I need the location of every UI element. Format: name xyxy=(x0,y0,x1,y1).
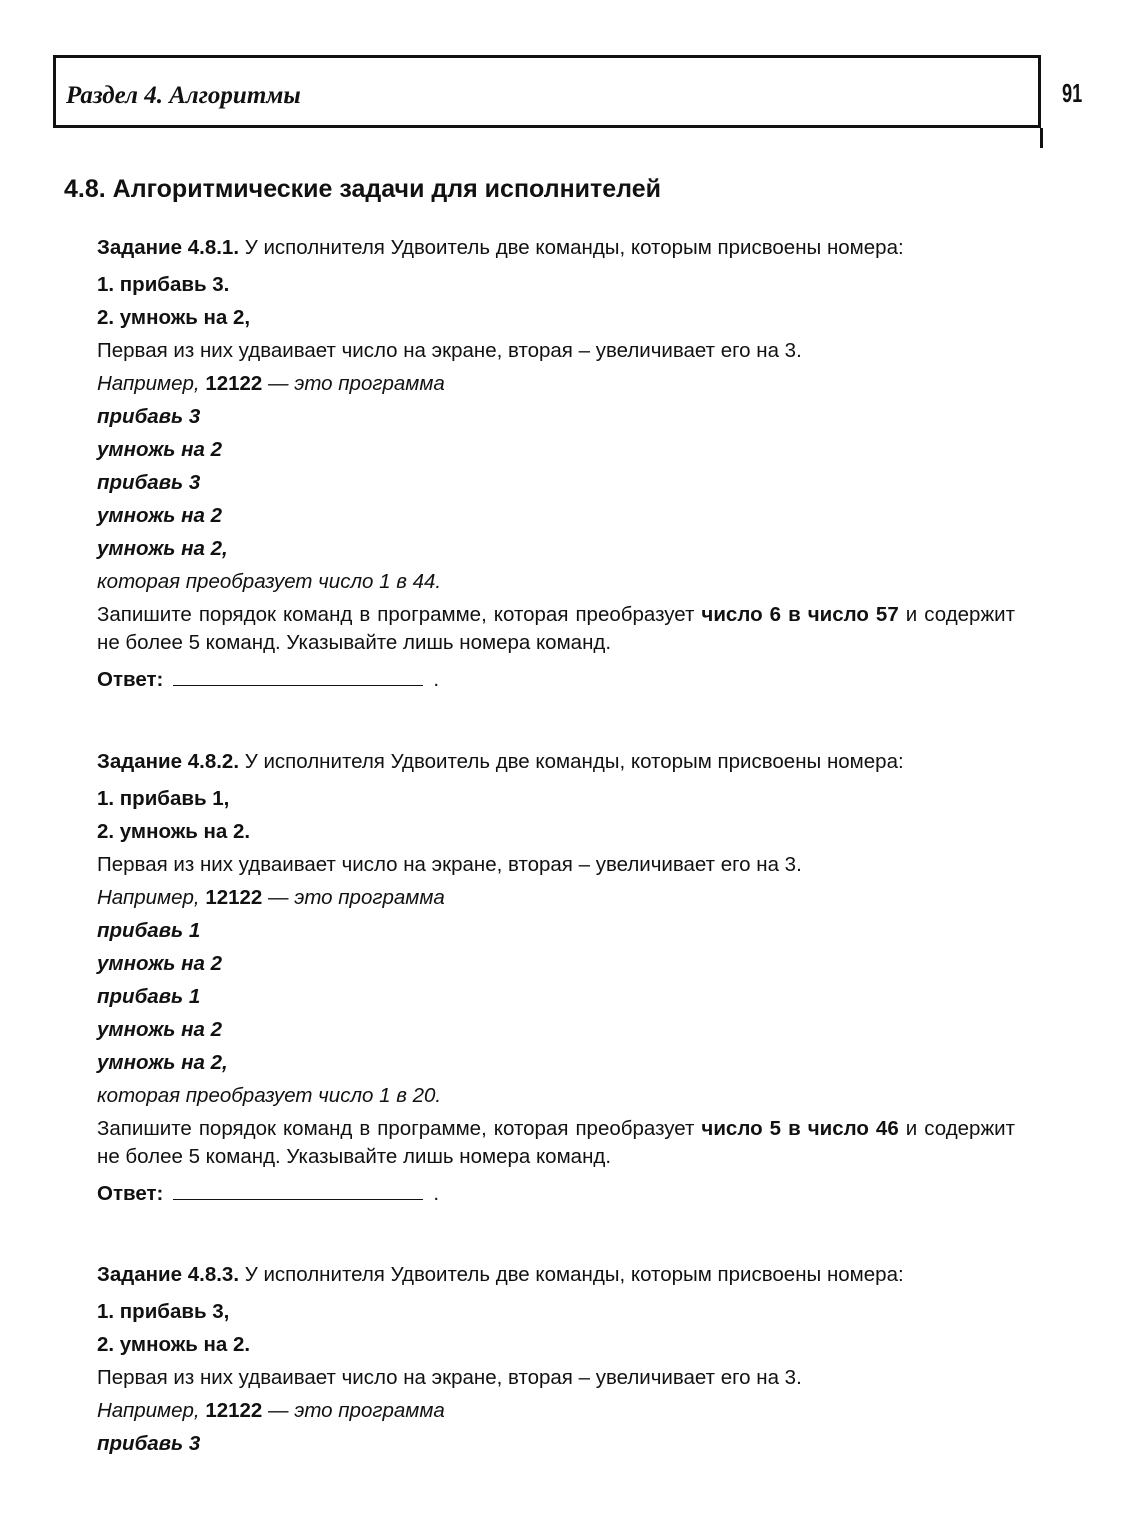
task-intro: Задание 4.8.1. У исполнителя Удвоитель д… xyxy=(97,236,904,259)
command-1: 1. прибавь 1, xyxy=(97,787,230,810)
program-line: умножь на 2, xyxy=(97,1051,228,1074)
task-4-8-2: Задание 4.8.2. У исполнителя Удвоитель д… xyxy=(65,748,1015,1209)
answer-blank[interactable] xyxy=(173,665,424,686)
description: Первая из них удваивает число на экране,… xyxy=(97,853,802,876)
header-rule xyxy=(1040,128,1043,148)
section-title: 4.8. Алгоритмические задачи для исполнит… xyxy=(64,175,662,203)
answer-blank[interactable] xyxy=(173,1179,424,1200)
task-intro: Задание 4.8.3. У исполнителя Удвоитель д… xyxy=(97,1263,904,1286)
program-line: прибавь 1 xyxy=(97,919,201,942)
command-2: 2. умножь на 2. xyxy=(97,1333,251,1356)
example: Например, 12122 — это программа xyxy=(97,1399,445,1422)
program-line: умножь на 2 xyxy=(97,1018,223,1041)
program-line: умножь на 2 xyxy=(97,952,223,975)
program-line: умножь на 2, xyxy=(97,537,228,560)
command-2: 2. умножь на 2. xyxy=(97,820,251,843)
example: Например, 12122 — это программа xyxy=(97,886,445,909)
program-line: прибавь 3 xyxy=(97,471,201,494)
running-header-box xyxy=(53,55,1041,128)
running-header-title: Раздел 4. Алгоритмы xyxy=(66,82,301,109)
task-intro: Задание 4.8.2. У исполнителя Удвоитель д… xyxy=(97,750,904,773)
example-result: которая преобразует число 1 в 20. xyxy=(97,1084,442,1107)
program-line: прибавь 3 xyxy=(97,405,201,428)
program-line: прибавь 3 xyxy=(97,1432,201,1455)
program-line: умножь на 2 xyxy=(97,504,223,527)
command-1: 1. прибавь 3. xyxy=(97,273,230,296)
command-1: 1. прибавь 3, xyxy=(97,1300,230,1323)
example: Например, 12122 — это программа xyxy=(97,372,445,395)
task-4-8-1: Задание 4.8.1. У исполнителя Удвоитель д… xyxy=(65,234,1015,695)
instruction: Запишите порядок команд в программе, кот… xyxy=(97,1117,1016,1168)
program-line: умножь на 2 xyxy=(97,438,223,461)
answer-line: Ответ:. xyxy=(97,665,1015,695)
task-4-8-3: Задание 4.8.3. У исполнителя Удвоитель д… xyxy=(65,1261,1015,1460)
description: Первая из них удваивает число на экране,… xyxy=(97,1366,802,1389)
instruction: Запишите порядок команд в программе, кот… xyxy=(97,603,1016,654)
page-number: 91 xyxy=(1062,78,1083,108)
description: Первая из них удваивает число на экране,… xyxy=(97,339,802,362)
command-2: 2. умножь на 2, xyxy=(97,306,251,329)
answer-line: Ответ:. xyxy=(97,1179,1015,1209)
program-line: прибавь 1 xyxy=(97,985,201,1008)
example-result: которая преобразует число 1 в 44. xyxy=(97,570,442,593)
